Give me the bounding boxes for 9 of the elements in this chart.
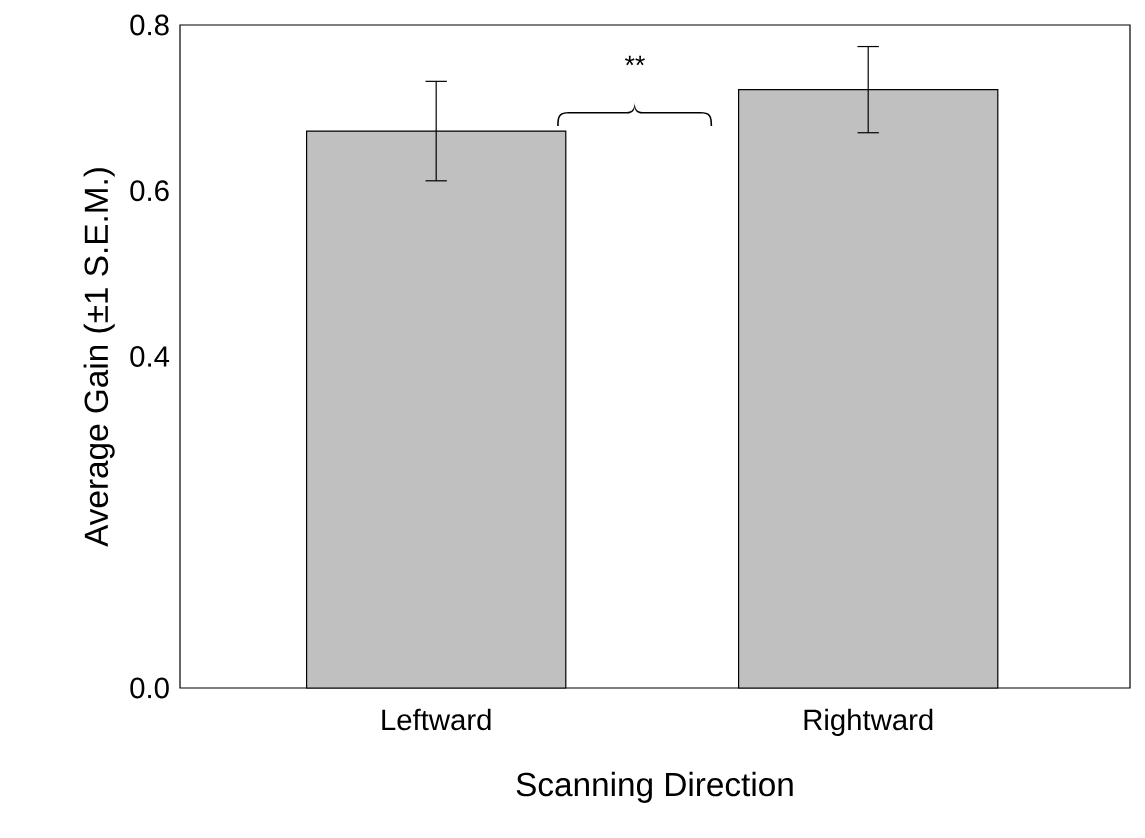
annotation: ** <box>624 55 645 66</box>
y-axis-title: Average Gain (±1 S.E.M.) <box>83 168 115 547</box>
x-axis-title: Scanning Direction <box>516 771 793 803</box>
x-tick-label: Leftward <box>382 708 491 731</box>
y-tick-label: 0.8 <box>130 14 169 36</box>
y-tick-label: 0.6 <box>130 180 169 202</box>
y-tick-label: 0.0 <box>130 677 169 699</box>
y-tick-label: 0.4 <box>130 346 170 367</box>
x-tick-label: Rightward <box>804 708 933 737</box>
